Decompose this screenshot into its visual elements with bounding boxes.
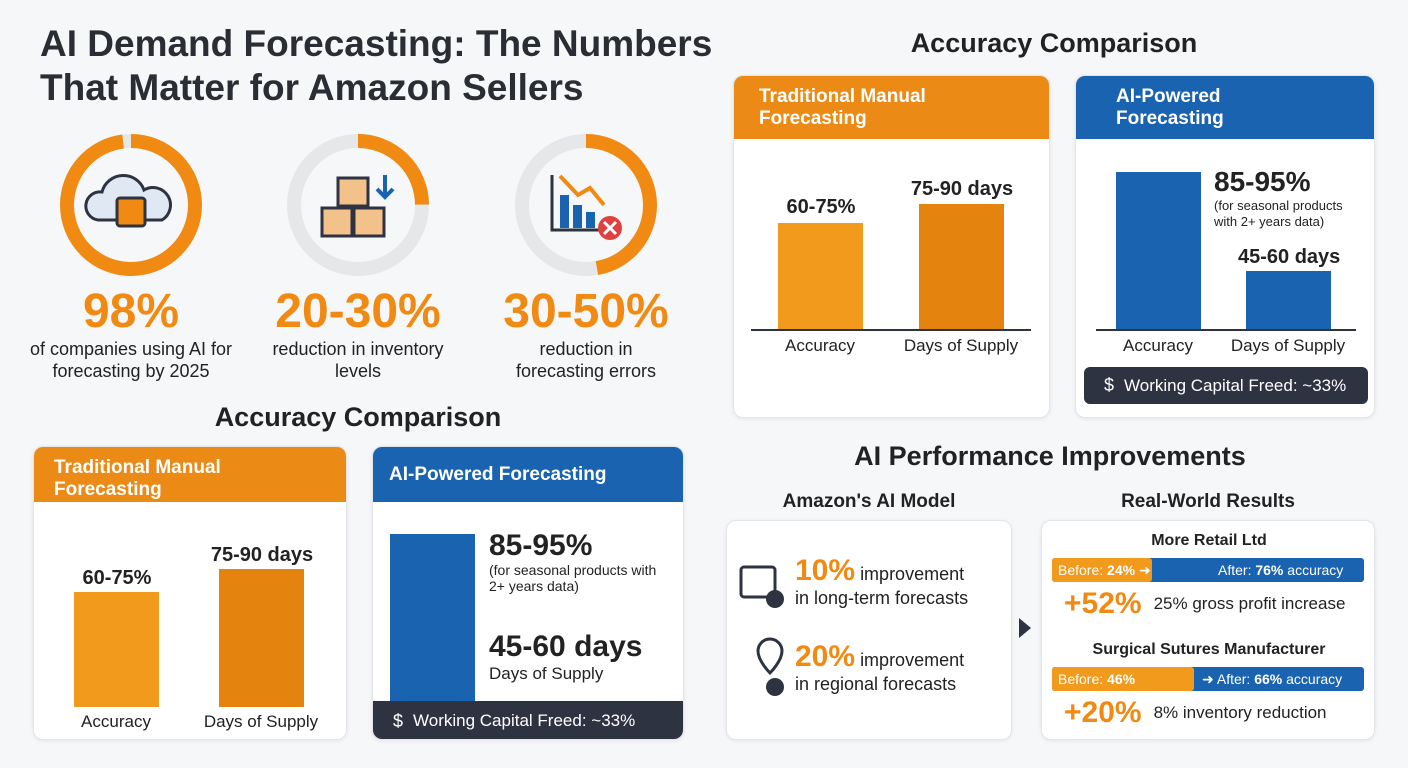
item-value: 10% xyxy=(795,554,856,587)
footer-text: Working Capital Freed: ~33% xyxy=(1124,375,1347,395)
bar-label: 60-75% xyxy=(82,567,152,589)
axis-label: Accuracy xyxy=(785,336,855,355)
bar xyxy=(1246,271,1331,330)
footer: $ Working Capital Freed: ~33% xyxy=(1084,367,1368,404)
days-value: 45-60 days xyxy=(1238,246,1341,268)
stat-label: of companies using AI for forecasting by… xyxy=(29,339,233,381)
amazon-item: 10% improvement in long-term forecasts xyxy=(795,556,969,610)
accuracy-note: (for seasonal products with 2+ years dat… xyxy=(1214,198,1343,229)
bar xyxy=(919,204,1004,330)
results-card: More Retail Ltd Before: 24% ➜ After: 76%… xyxy=(1041,520,1375,740)
baseline xyxy=(1096,329,1356,331)
outcome: 8% inventory reduction xyxy=(1153,703,1327,722)
before-value: 24% xyxy=(1107,562,1136,578)
axis-label: Accuracy xyxy=(1123,336,1193,355)
card-title: Traditional Manual Forecasting xyxy=(34,447,346,502)
outcome: 25% gross profit increase xyxy=(1153,594,1346,613)
bar xyxy=(74,592,159,707)
traditional-card: Traditional Manual Forecasting 60-75% 75… xyxy=(33,446,347,740)
gain: +52% xyxy=(1064,587,1142,620)
after-suffix: accuracy xyxy=(1287,562,1344,578)
card-title: AI-Powered Forecasting xyxy=(373,447,683,502)
card-title: Traditional Manual Forecasting xyxy=(734,76,1049,139)
after: After: 76% accuracy xyxy=(1218,562,1343,578)
axis-label: Days of Supply xyxy=(203,712,319,731)
gain: +20% xyxy=(1064,696,1142,729)
amazon-card: 10% improvement in long-term forecasts 20… xyxy=(726,520,1012,740)
accuracy-value: 85-95% xyxy=(489,529,593,562)
after-suffix: accuracy xyxy=(1286,671,1343,687)
case-result: +52% 25% gross profit increase xyxy=(1064,587,1345,621)
accuracy-note: (for seasonal products with 2+ years dat… xyxy=(489,562,657,594)
item-text: improvement xyxy=(860,564,965,584)
axis-label: Days of Supply xyxy=(903,336,1019,355)
bar-label: 75-90 days xyxy=(910,178,1014,200)
stat-value: 20-30% xyxy=(275,285,441,338)
before-bar xyxy=(1052,558,1152,582)
subsection-title: Amazon's AI Model xyxy=(782,491,956,512)
footer: $ Working Capital Freed: ~33% xyxy=(373,701,683,739)
card-title: AI-Powered Forecasting xyxy=(1076,76,1374,139)
ai-card: AI-Powered Forecasting 85-95% (for seaso… xyxy=(372,446,684,740)
after-label: After: xyxy=(1218,562,1252,578)
before: Before: 24% ➜ xyxy=(1058,562,1151,578)
stat-label: reduction in forecasting errors xyxy=(515,339,657,381)
case-name: Surgical Sutures Manufacturer xyxy=(1092,641,1326,658)
before-label: Before: xyxy=(1058,562,1104,578)
footer-text: Working Capital Freed: ~33% xyxy=(413,711,636,730)
section-title: Accuracy Comparison xyxy=(214,402,502,432)
bar-label: 60-75% xyxy=(786,196,856,218)
bar xyxy=(1116,172,1201,330)
ai-card: AI-Powered Forecasting 85-95% (for seaso… xyxy=(1075,75,1375,418)
after-value: 66% xyxy=(1254,671,1283,687)
traditional-card: Traditional Manual Forecasting 60-75% 75… xyxy=(733,75,1050,418)
item-text: improvement xyxy=(860,650,965,670)
after-value: 76% xyxy=(1255,562,1284,578)
after: ➜ After: 66% accuracy xyxy=(1202,671,1343,687)
axis-label: Accuracy xyxy=(81,712,151,731)
before: Before: 46% xyxy=(1058,671,1135,687)
icons xyxy=(739,565,784,696)
days-value: 45-60 days xyxy=(489,630,643,663)
item-value: 20% xyxy=(795,640,856,673)
page-title: AI Demand Forecasting: The Numbers That … xyxy=(40,23,713,108)
case-name: More Retail Ltd xyxy=(1151,532,1267,549)
item-detail: in regional forecasts xyxy=(795,674,957,694)
bar xyxy=(778,223,863,330)
axis-label: Days of Supply xyxy=(1230,336,1346,355)
bar xyxy=(390,534,475,706)
accuracy-value: 85-95% xyxy=(1214,166,1311,197)
after-label: After: xyxy=(1216,671,1251,687)
baseline xyxy=(751,329,1031,331)
section-title: AI Performance Improvements xyxy=(854,441,1246,471)
item-detail: in long-term forecasts xyxy=(795,588,969,608)
days-label: Days of Supply xyxy=(489,664,604,683)
stat-label: reduction in inventory levels xyxy=(272,339,444,381)
subsection-title: Real-World Results xyxy=(1121,491,1295,512)
amazon-item: 20% improvement in regional forecasts xyxy=(795,642,965,696)
bar-label: 75-90 days xyxy=(210,544,314,566)
stat-value: 98% xyxy=(82,285,180,338)
case-result: +20% 8% inventory reduction xyxy=(1064,696,1327,730)
before-bar xyxy=(1052,667,1194,691)
before-value: 46% xyxy=(1107,671,1136,687)
bar xyxy=(219,569,304,707)
stat-value: 30-50% xyxy=(503,285,669,338)
section-title: Accuracy Comparison xyxy=(910,28,1198,58)
before-label: Before: xyxy=(1058,671,1104,687)
